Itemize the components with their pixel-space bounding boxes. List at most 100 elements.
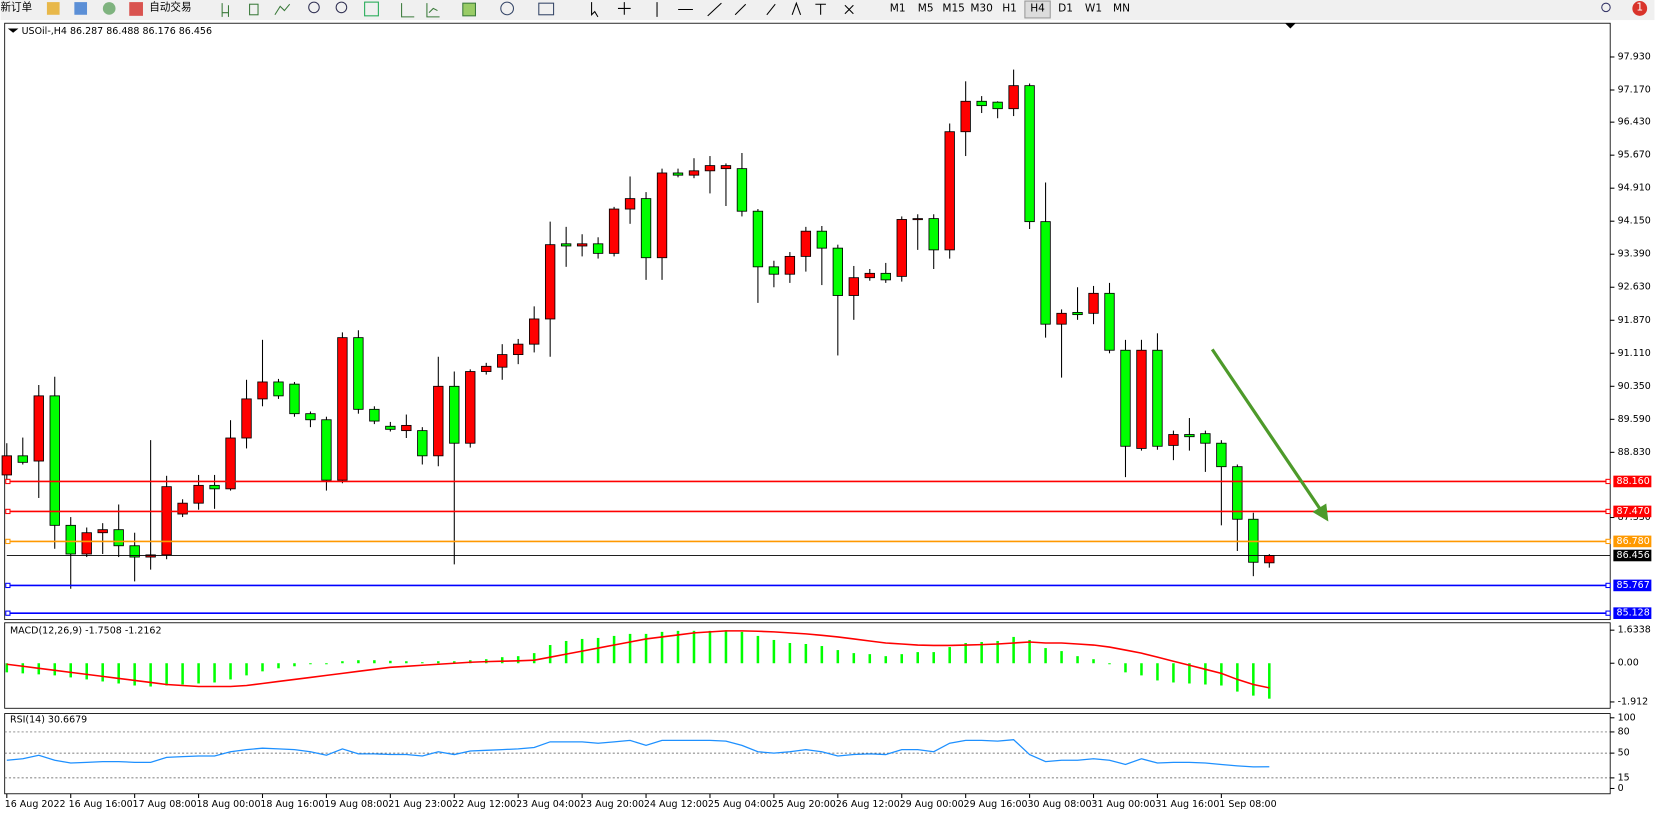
candle-body	[273, 381, 284, 397]
timeframe-button[interactable]: H1	[1002, 2, 1017, 14]
timeframe-button[interactable]: W1	[1085, 2, 1102, 14]
macd-bar	[325, 663, 328, 665]
icon[interactable]	[500, 1, 514, 16]
x-tick-label: 23 Aug 04:00	[516, 799, 580, 810]
auto-trading-button[interactable]: 自动交易	[149, 0, 191, 13]
y-tick-label: 94.150	[1618, 216, 1651, 227]
price-line-handle[interactable]	[5, 478, 11, 485]
price-line-handle[interactable]	[1605, 582, 1611, 589]
icon[interactable]	[129, 2, 143, 16]
icon[interactable]	[656, 2, 747, 17]
y-tick-label: 94.910	[1618, 183, 1651, 194]
timeframe-button[interactable]: M15	[942, 2, 965, 14]
icon[interactable]	[74, 2, 88, 15]
price-line-handle[interactable]	[1605, 508, 1611, 515]
icon[interactable]	[426, 3, 440, 18]
timeframe-button[interactable]: H4	[1030, 2, 1045, 14]
icon[interactable]	[249, 3, 259, 16]
icon[interactable]	[791, 1, 854, 15]
price-line-handle[interactable]	[5, 610, 11, 616]
price-line-handle[interactable]	[5, 508, 11, 515]
icon[interactable]	[308, 1, 320, 14]
pane-menu[interactable]	[7, 28, 19, 33]
timeframe-button[interactable]: M30	[970, 2, 993, 14]
macd-bar	[1236, 663, 1239, 692]
y-tick-label: 96.430	[1618, 117, 1651, 128]
notification-count: 1	[1636, 1, 1643, 13]
icon[interactable]	[102, 2, 116, 15]
icon[interactable]	[766, 3, 776, 16]
icon[interactable]	[221, 3, 229, 17]
macd-bar	[964, 642, 967, 664]
candle-body	[465, 371, 476, 444]
price-label-box	[1613, 579, 1652, 592]
x-tick-label: 24 Aug 12:00	[644, 799, 708, 810]
macd-bar	[1220, 663, 1223, 686]
icon[interactable]	[335, 1, 348, 14]
price-label: 85.128	[1617, 608, 1650, 619]
macd-bar	[5, 663, 9, 673]
candle-body	[624, 198, 636, 210]
macd-bar	[405, 661, 408, 664]
timeframe-button[interactable]: M1	[890, 2, 906, 14]
candle-body	[704, 165, 716, 172]
macd-bar	[53, 663, 57, 676]
arrow-head	[1312, 503, 1329, 522]
icon[interactable]	[401, 3, 415, 18]
price-line-handle[interactable]	[1605, 478, 1611, 485]
y-tick-label: 0	[1618, 783, 1624, 794]
macd-bar	[836, 650, 840, 664]
macd-bar	[421, 662, 424, 664]
macd-bar	[165, 663, 168, 686]
timeframe-button[interactable]: MN	[1113, 2, 1130, 14]
candle-body	[896, 219, 907, 277]
search-icon[interactable]	[1601, 2, 1611, 13]
price-label: 86.456	[1617, 550, 1650, 561]
x-tick-label: 19 Aug 08:00	[324, 799, 388, 810]
y-tick-label: 90.350	[1618, 381, 1651, 392]
candle-body	[944, 131, 955, 251]
icon[interactable]	[274, 3, 291, 16]
new-order-button[interactable]: 新订单	[0, 0, 32, 13]
y-tick-label: 91.110	[1618, 348, 1651, 359]
candle-body	[992, 101, 1003, 110]
price-line-handle[interactable]	[5, 582, 11, 589]
price-line-handle[interactable]	[5, 538, 11, 545]
icon[interactable]	[462, 2, 476, 17]
x-tick-label: 23 Aug 20:00	[580, 799, 644, 810]
timeframe-button[interactable]: D1	[1058, 2, 1073, 14]
price-line-handle[interactable]	[1605, 610, 1611, 616]
tool-icons	[221, 1, 854, 18]
toolbar: 新订单 自动交易 M1 M5 M15 M30 H1 H4 D1 W1 MN 1	[0, 0, 1655, 21]
icon[interactable]	[591, 2, 599, 18]
notification-badge[interactable]	[1632, 1, 1648, 16]
icon[interactable]	[364, 1, 379, 17]
candle-body	[1040, 221, 1051, 325]
price-label: 87.470	[1617, 506, 1650, 517]
candle-body	[560, 243, 572, 247]
macd-bar	[437, 661, 440, 664]
macd-bar	[1156, 663, 1159, 681]
macd-bar	[1012, 636, 1015, 664]
candle-body	[1024, 85, 1035, 223]
candle-body	[241, 398, 252, 439]
candle-body	[592, 243, 604, 254]
timeframe-button[interactable]: M5	[918, 2, 934, 14]
y-tick-label: 50	[1618, 748, 1630, 759]
icon[interactable]	[538, 2, 555, 16]
price-label: 88.160	[1617, 476, 1650, 487]
macd-bar	[389, 660, 392, 664]
macd-bar	[373, 660, 376, 664]
candle-body	[449, 385, 460, 444]
price-label: 86.780	[1617, 536, 1650, 547]
icon[interactable]	[617, 2, 631, 15]
icon[interactable]	[46, 2, 60, 15]
x-tick-label: 16 Aug 2022	[5, 799, 66, 810]
price-line-handle[interactable]	[1605, 538, 1611, 545]
macd-bar	[756, 635, 760, 664]
x-tick-label: 30 Aug 08:00	[1027, 799, 1091, 810]
macd-bar	[772, 639, 776, 664]
macd-bar	[884, 656, 888, 664]
macd-bar	[900, 654, 904, 664]
